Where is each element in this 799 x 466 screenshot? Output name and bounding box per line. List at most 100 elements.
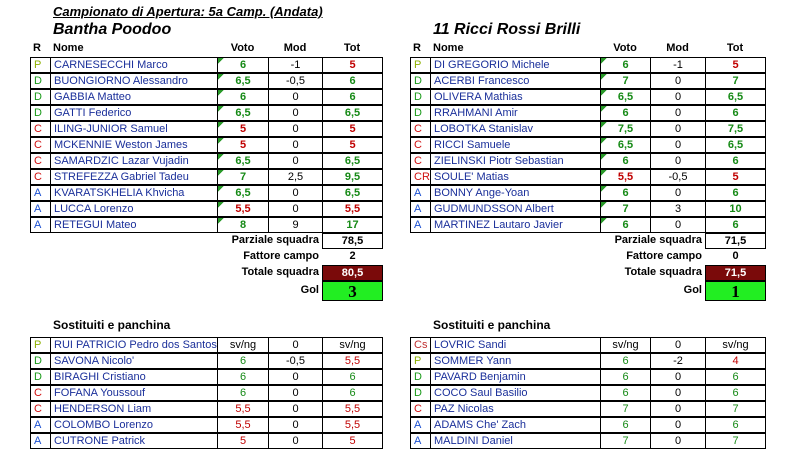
vote: 6: [600, 153, 651, 169]
vote: 6,5: [600, 137, 651, 153]
column-header: Nome: [53, 42, 84, 54]
vote: 6,5: [217, 105, 269, 121]
bench-title: Sostituiti e panchina: [53, 318, 171, 332]
role: C: [30, 137, 51, 153]
total: 5,5: [322, 353, 383, 369]
column-header: Mod: [283, 42, 307, 54]
vote: 6,5: [217, 153, 269, 169]
modifier: 0: [268, 89, 323, 105]
total: 6: [705, 217, 766, 233]
summary-label: Parziale squadra: [614, 234, 702, 246]
summary-value: 0: [732, 250, 739, 262]
total: 5: [705, 169, 766, 185]
player-name: RRAHMANI Amir: [430, 105, 601, 121]
total: 6: [705, 385, 766, 401]
player-name: RICCI Samuele: [430, 137, 601, 153]
modifier: 0: [650, 73, 706, 89]
role: P: [410, 57, 431, 73]
role: C: [410, 121, 431, 137]
player-name: BUONGIORNO Alessandro: [50, 73, 218, 89]
modifier: 0: [650, 105, 706, 121]
role: P: [30, 57, 51, 73]
total: 7: [705, 73, 766, 89]
vote: 7,5: [600, 121, 651, 137]
vote: 6: [600, 105, 651, 121]
player-name: KVARATSKHELIA Khvicha: [50, 185, 218, 201]
vote: 8: [217, 217, 269, 233]
modifier: -0,5: [650, 169, 706, 185]
total: 17: [322, 217, 383, 233]
player-name: SOMMER Yann: [430, 353, 601, 369]
role: C: [410, 401, 431, 417]
modifier: 3: [650, 201, 706, 217]
modifier: 0: [268, 137, 323, 153]
total: 9,5: [322, 169, 383, 185]
player-name: RUI PATRICIO Pedro dos Santos: [50, 337, 218, 353]
role: D: [30, 353, 51, 369]
total: 5: [705, 57, 766, 73]
summary-value: 71,5: [705, 233, 766, 249]
total: 6: [322, 73, 383, 89]
summary-value: 2: [349, 250, 356, 262]
vote: 6: [600, 417, 651, 433]
summary-value: 80,5: [322, 265, 383, 281]
total: 5: [322, 121, 383, 137]
player-name: RETEGUI Mateo: [50, 217, 218, 233]
vote: 6: [217, 89, 269, 105]
vote: 5: [217, 433, 269, 449]
summary-value: 3: [322, 281, 383, 301]
player-name: GUDMUNDSSON Albert: [430, 201, 601, 217]
role: C: [30, 385, 51, 401]
column-header: Mod: [666, 42, 689, 54]
modifier: 0: [268, 337, 323, 353]
modifier: 0: [650, 185, 706, 201]
modifier: -0,5: [268, 73, 323, 89]
summary-label: Fattore campo: [626, 250, 702, 262]
role: P: [30, 337, 51, 353]
total: 6: [705, 417, 766, 433]
modifier: -1: [268, 57, 323, 73]
modifier: 0: [650, 385, 706, 401]
modifier: 0: [268, 121, 323, 137]
vote: 6: [600, 217, 651, 233]
modifier: 0: [268, 385, 323, 401]
role: A: [410, 417, 431, 433]
modifier: 0: [650, 217, 706, 233]
total: 6: [705, 105, 766, 121]
player-name: SAVONA Nicolo': [50, 353, 218, 369]
role: D: [410, 369, 431, 385]
vote: 7: [600, 201, 651, 217]
total: 4: [705, 353, 766, 369]
total: 6,5: [322, 185, 383, 201]
player-name: ZIELINSKI Piotr Sebastian: [430, 153, 601, 169]
vote: 7: [600, 433, 651, 449]
total: 7: [705, 433, 766, 449]
modifier: 0: [650, 137, 706, 153]
role: A: [30, 217, 51, 233]
total: sv/ng: [705, 337, 766, 353]
summary-label: Gol: [683, 284, 702, 296]
vote: 7: [600, 401, 651, 417]
player-name: CUTRONE Patrick: [50, 433, 218, 449]
player-name: LUCCA Lorenzo: [50, 201, 218, 217]
player-name: PAZ Nicolas: [430, 401, 601, 417]
total: 6,5: [322, 153, 383, 169]
player-name: ACERBI Francesco: [430, 73, 601, 89]
role: Cs: [410, 337, 431, 353]
player-name: BONNY Ange-Yoan: [430, 185, 601, 201]
player-name: COCO Saul Basilio: [430, 385, 601, 401]
modifier: 0: [650, 153, 706, 169]
player-name: DI GREGORIO Michele: [430, 57, 601, 73]
modifier: 0: [268, 201, 323, 217]
team-name: Bantha Poodoo: [53, 21, 172, 38]
total: 5,5: [322, 401, 383, 417]
total: 6,5: [705, 89, 766, 105]
modifier: 0: [268, 417, 323, 433]
modifier: 9: [268, 217, 323, 233]
player-name: PAVARD Benjamin: [430, 369, 601, 385]
total: 5: [322, 57, 383, 73]
role: A: [410, 201, 431, 217]
role: D: [410, 89, 431, 105]
player-name: SOULE' Matias: [430, 169, 601, 185]
total: 6: [705, 369, 766, 385]
